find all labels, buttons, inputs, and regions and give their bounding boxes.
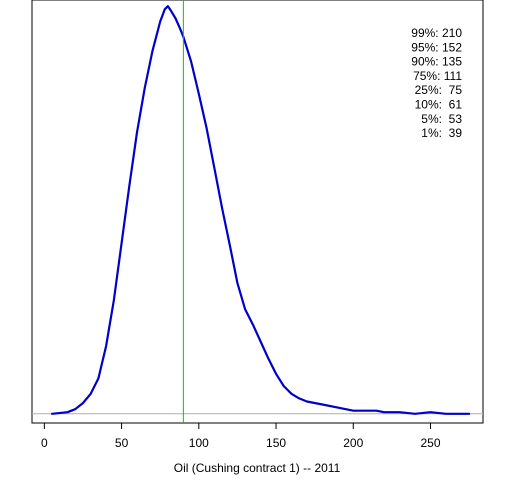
quantile-label: 5%: 53	[421, 112, 462, 126]
x-tick-label: 150	[266, 436, 286, 450]
quantile-label: 1%: 39	[421, 126, 462, 140]
x-tick-label: 250	[420, 436, 440, 450]
x-axis: 0 50 100 150 200 250	[41, 423, 441, 450]
quantile-label: 25%: 75	[415, 83, 463, 97]
x-tick-label: 0	[41, 436, 48, 450]
x-tick-label: 100	[189, 436, 209, 450]
plot-frame	[31, 0, 484, 424]
x-axis-label: Oil (Cushing contract 1) -- 2011	[174, 461, 341, 475]
quantile-label: 95%: 152	[411, 40, 462, 54]
quantile-label: 90%: 135	[411, 55, 462, 69]
quantile-label: 10%: 61	[415, 98, 463, 112]
quantile-label: 99%: 210	[411, 26, 462, 40]
quantile-label: 75%: 111	[413, 69, 462, 83]
x-tick-label: 50	[115, 436, 129, 450]
plot-area	[32, 0, 483, 423]
density-curve	[50, 5, 471, 415]
x-tick-label: 200	[343, 436, 363, 450]
